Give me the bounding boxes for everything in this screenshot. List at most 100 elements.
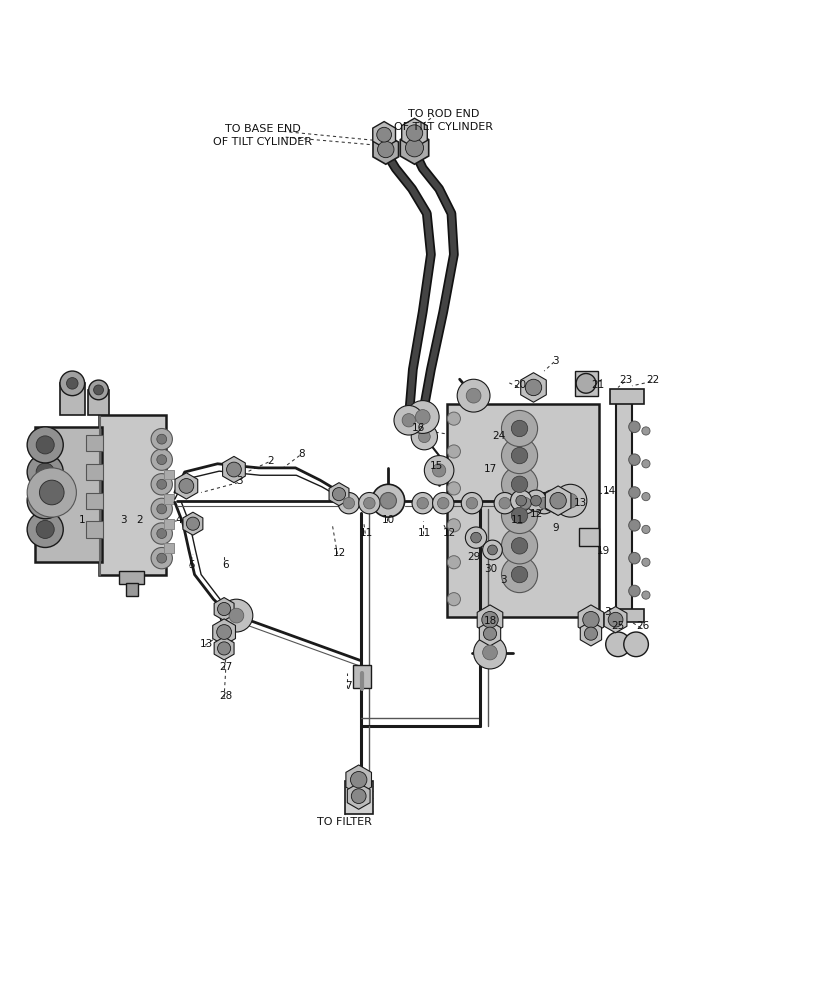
Text: 12: 12 xyxy=(443,528,456,537)
Bar xyxy=(126,583,137,597)
Text: 2: 2 xyxy=(267,456,274,465)
Circle shape xyxy=(412,493,433,515)
Bar xyxy=(344,782,373,814)
Circle shape xyxy=(511,421,527,437)
Circle shape xyxy=(406,401,439,434)
Text: 2: 2 xyxy=(136,515,142,525)
Circle shape xyxy=(226,462,241,477)
Circle shape xyxy=(511,538,527,554)
Text: 3: 3 xyxy=(551,355,558,365)
Text: 15: 15 xyxy=(430,460,443,471)
Text: 3: 3 xyxy=(604,606,610,617)
Circle shape xyxy=(432,464,445,477)
Circle shape xyxy=(481,612,498,628)
Circle shape xyxy=(501,438,537,474)
Polygon shape xyxy=(580,622,601,646)
Polygon shape xyxy=(214,598,233,621)
Text: 23: 23 xyxy=(619,375,632,385)
Circle shape xyxy=(447,446,460,458)
Circle shape xyxy=(447,482,460,495)
Bar xyxy=(86,522,103,538)
Text: 3: 3 xyxy=(236,475,243,486)
Text: TO BASE END
OF TILT CYLINDER: TO BASE END OF TILT CYLINDER xyxy=(213,124,312,147)
Circle shape xyxy=(628,422,639,433)
Circle shape xyxy=(416,498,428,510)
Circle shape xyxy=(501,498,537,534)
Circle shape xyxy=(575,374,595,393)
Bar xyxy=(99,415,166,575)
Circle shape xyxy=(36,521,54,539)
Bar xyxy=(609,389,643,404)
Circle shape xyxy=(473,637,506,669)
Circle shape xyxy=(501,466,537,503)
Circle shape xyxy=(89,381,108,400)
Bar xyxy=(119,572,143,585)
Circle shape xyxy=(456,380,489,413)
Circle shape xyxy=(511,476,527,493)
Circle shape xyxy=(27,512,63,548)
Circle shape xyxy=(332,488,345,501)
Circle shape xyxy=(359,493,379,515)
Polygon shape xyxy=(577,605,603,635)
Circle shape xyxy=(546,496,557,507)
Circle shape xyxy=(447,413,460,426)
Circle shape xyxy=(510,491,532,512)
Circle shape xyxy=(40,481,64,505)
Circle shape xyxy=(350,772,367,788)
Text: 11: 11 xyxy=(360,528,373,537)
Circle shape xyxy=(156,529,166,539)
Polygon shape xyxy=(402,119,426,149)
Circle shape xyxy=(229,608,243,623)
Circle shape xyxy=(628,586,639,598)
Circle shape xyxy=(376,128,391,143)
Circle shape xyxy=(186,518,200,530)
Text: 3: 3 xyxy=(120,515,127,525)
Polygon shape xyxy=(373,122,395,149)
Circle shape xyxy=(217,642,230,656)
Circle shape xyxy=(338,493,359,515)
Circle shape xyxy=(27,468,76,518)
Circle shape xyxy=(641,559,649,567)
Polygon shape xyxy=(373,135,398,165)
Circle shape xyxy=(60,372,84,396)
Circle shape xyxy=(156,505,166,515)
Circle shape xyxy=(343,498,354,510)
Polygon shape xyxy=(175,473,198,500)
Circle shape xyxy=(487,545,497,555)
Text: 1: 1 xyxy=(79,515,85,525)
Circle shape xyxy=(641,460,649,468)
Bar xyxy=(88,390,109,415)
Circle shape xyxy=(641,592,649,599)
Text: 27: 27 xyxy=(219,662,232,671)
Circle shape xyxy=(217,602,230,616)
Text: 3: 3 xyxy=(499,574,506,584)
Circle shape xyxy=(351,789,366,804)
Circle shape xyxy=(465,388,480,403)
Circle shape xyxy=(156,435,166,445)
Circle shape xyxy=(553,485,586,518)
Bar xyxy=(60,384,84,415)
Circle shape xyxy=(483,627,496,641)
Circle shape xyxy=(415,410,430,425)
Circle shape xyxy=(66,379,78,389)
Text: 11: 11 xyxy=(417,528,431,537)
Polygon shape xyxy=(222,457,245,483)
Text: 16: 16 xyxy=(412,422,425,433)
Circle shape xyxy=(530,496,541,507)
Circle shape xyxy=(437,498,449,510)
Circle shape xyxy=(628,487,639,499)
Text: TO FILTER: TO FILTER xyxy=(317,816,372,826)
Circle shape xyxy=(501,528,537,564)
Circle shape xyxy=(541,491,562,512)
Circle shape xyxy=(623,632,647,657)
Circle shape xyxy=(151,499,172,520)
Bar xyxy=(615,394,631,620)
Text: 22: 22 xyxy=(645,375,658,385)
Text: 9: 9 xyxy=(551,523,558,532)
Circle shape xyxy=(179,479,194,494)
Circle shape xyxy=(628,520,639,531)
Circle shape xyxy=(36,463,54,481)
Circle shape xyxy=(641,427,649,436)
Circle shape xyxy=(514,493,536,515)
Circle shape xyxy=(511,567,527,583)
